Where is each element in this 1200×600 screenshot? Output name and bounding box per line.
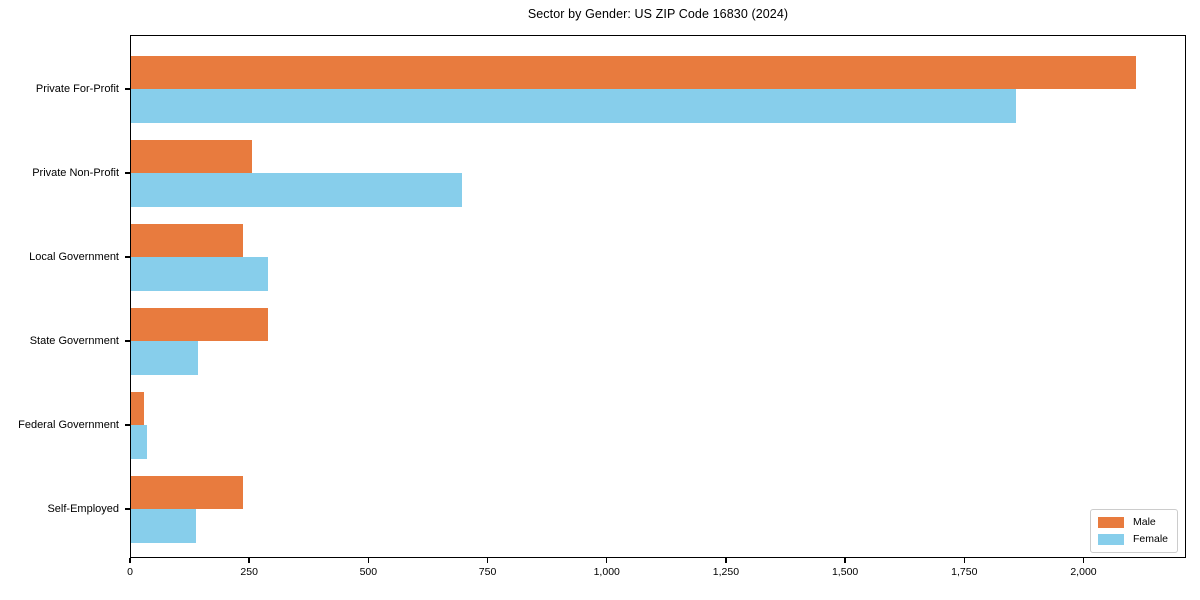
x-axis-tick-label: 500 [359, 566, 378, 578]
x-axis-tick-label: 1,250 [712, 566, 740, 578]
bar-female-3 [130, 341, 199, 375]
y-axis-label: Private For-Profit [35, 83, 119, 95]
y-axis-tick [125, 424, 130, 426]
y-axis-label: Private Non-Profit [32, 167, 119, 179]
y-axis-tick [125, 508, 130, 510]
x-axis-tick [367, 558, 370, 563]
x-axis-tick [248, 558, 250, 563]
bar-female-4 [130, 425, 147, 459]
bar-male-2 [130, 223, 243, 257]
legend-label: Female [1132, 533, 1168, 545]
legend-item-female: Female [1097, 533, 1168, 545]
y-axis-label: Local Government [29, 251, 119, 263]
x-axis-tick-label: 1,000 [593, 566, 620, 578]
bar-male-4 [130, 391, 145, 425]
bar-male-0 [130, 55, 1136, 89]
y-axis-label: State Government [29, 335, 119, 347]
x-axis-tick [486, 558, 489, 563]
legend: Male Female [1089, 509, 1178, 553]
x-axis-tick-label: 2,000 [1070, 566, 1097, 578]
x-axis-tick [605, 558, 608, 563]
x-axis-tick [725, 558, 727, 563]
y-axis-label: Self-Employed [47, 503, 119, 515]
bar-male-3 [130, 307, 269, 341]
legend-swatch-female [1097, 534, 1124, 545]
plot-area: Male Female [130, 35, 1186, 558]
bar-male-1 [130, 139, 252, 173]
bar-female-1 [130, 173, 462, 207]
y-axis-label: Federal Government [18, 419, 119, 431]
x-axis-tick-label: 1,750 [951, 566, 978, 578]
x-axis-tick-label: 1,500 [831, 566, 859, 578]
legend-label: Male [1132, 516, 1156, 528]
y-axis-tick [125, 172, 130, 174]
legend-item-male: Male [1097, 516, 1168, 528]
bar-female-5 [130, 509, 196, 543]
x-axis-tick-label: 250 [240, 566, 258, 578]
bar-female-2 [130, 257, 269, 291]
chart-title: Sector by Gender: US ZIP Code 16830 (202… [527, 7, 789, 21]
y-axis-tick [125, 256, 130, 258]
x-axis-tick-label: 750 [478, 566, 497, 578]
x-axis-tick [129, 558, 131, 563]
bar-female-0 [130, 89, 1016, 123]
bar-male-5 [130, 475, 243, 509]
y-axis-tick [125, 88, 130, 90]
legend-swatch-male [1097, 517, 1124, 528]
x-axis-tick [1082, 558, 1085, 563]
x-axis-tick [844, 558, 846, 563]
x-axis-tick [963, 558, 966, 563]
y-axis-tick [125, 340, 130, 342]
x-axis-tick-label: 0 [127, 566, 133, 578]
